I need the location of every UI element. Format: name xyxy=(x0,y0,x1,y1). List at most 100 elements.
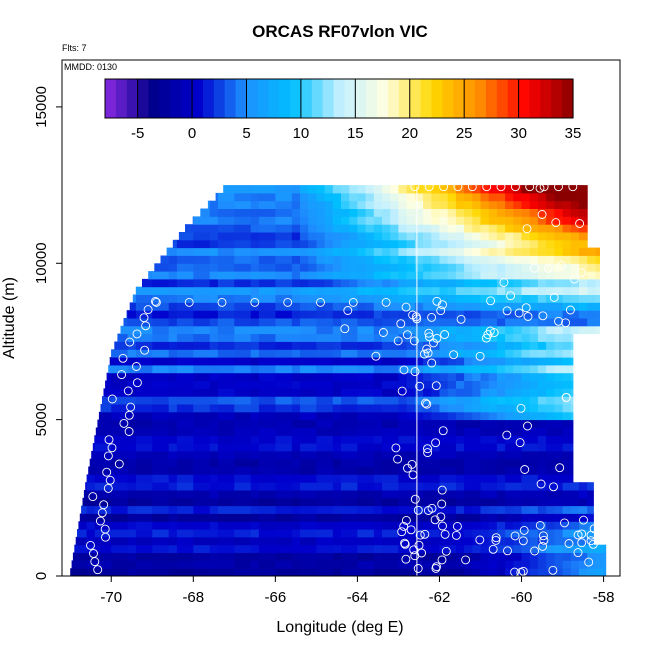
heatmap-cell xyxy=(382,427,391,436)
heatmap-cell xyxy=(209,560,219,569)
heatmap-cell xyxy=(291,482,301,491)
observation-marker xyxy=(467,182,477,192)
heatmap-cell xyxy=(570,232,580,241)
observation-marker xyxy=(432,562,441,572)
heatmap-cell xyxy=(480,458,490,467)
heatmap-cell xyxy=(160,490,170,499)
heatmap-cell xyxy=(300,435,309,444)
heatmap-cell xyxy=(521,560,531,569)
heatmap-cell xyxy=(324,505,334,514)
heatmap-cell xyxy=(496,239,506,249)
heatmap-cell xyxy=(455,505,465,514)
heatmap-cell xyxy=(537,404,547,413)
heatmap-cell xyxy=(308,271,317,280)
heatmap-cell xyxy=(217,435,227,444)
heatmap-cell xyxy=(546,482,555,491)
heatmap-cell xyxy=(242,419,252,428)
heatmap-cell xyxy=(316,474,326,483)
heatmap-cell xyxy=(349,427,358,436)
heatmap-cell xyxy=(332,286,342,295)
heatmap-cell xyxy=(234,490,243,499)
heatmap-cell xyxy=(144,505,153,514)
heatmap-cell xyxy=(226,568,235,576)
heatmap-cell xyxy=(587,325,596,335)
heatmap-cell xyxy=(373,482,383,491)
heatmap-cell xyxy=(332,302,342,311)
heatmap-cell xyxy=(193,380,202,389)
observation-marker xyxy=(510,531,520,541)
heatmap-cell xyxy=(423,239,432,249)
heatmap-cell xyxy=(242,271,252,280)
heatmap-cell xyxy=(201,396,211,405)
heatmap-cell xyxy=(365,521,375,530)
heatmap-cell xyxy=(406,560,416,569)
heatmap-cell xyxy=(242,388,252,397)
heatmap-cell xyxy=(226,466,235,475)
heatmap-cell xyxy=(357,490,367,499)
heatmap-cell xyxy=(160,482,170,491)
heatmap-cell xyxy=(332,357,342,366)
heatmap-cell xyxy=(283,216,293,225)
heatmap-cell xyxy=(226,239,235,249)
heatmap-cell xyxy=(554,302,564,311)
observation-marker xyxy=(371,351,381,361)
heatmap-cell xyxy=(529,278,539,288)
heatmap-cell xyxy=(398,458,408,467)
heatmap-cell xyxy=(587,521,594,530)
observation-marker xyxy=(549,482,558,492)
heatmap-cell xyxy=(250,419,260,428)
heatmap-cell xyxy=(373,560,383,569)
heatmap-cell xyxy=(341,497,350,507)
heatmap-cell xyxy=(562,364,572,374)
heatmap-cell xyxy=(308,404,317,413)
heatmap-cell xyxy=(455,255,465,264)
heatmap-cell xyxy=(423,286,432,295)
heatmap-cell xyxy=(217,497,227,507)
heatmap-cell xyxy=(546,349,555,358)
heatmap-cell xyxy=(308,482,317,491)
heatmap-cell xyxy=(496,529,506,538)
heatmap-cell xyxy=(283,411,293,421)
heatmap-cell xyxy=(267,294,276,303)
heatmap-cell xyxy=(496,185,506,194)
heatmap-cell xyxy=(546,505,555,514)
heatmap-cell xyxy=(529,263,539,272)
heatmap-cell xyxy=(176,255,186,264)
heatmap-cell xyxy=(94,435,104,444)
heatmap-cell xyxy=(423,568,432,576)
heatmap-cell xyxy=(341,286,350,295)
heatmap-cell xyxy=(193,505,202,514)
heatmap-cell xyxy=(447,349,457,358)
heatmap-cell xyxy=(283,396,293,405)
heatmap-cell xyxy=(357,529,367,538)
heatmap-cell xyxy=(447,200,457,209)
heatmap-cell xyxy=(398,294,408,303)
heatmap-cell xyxy=(201,294,211,303)
heatmap-cell xyxy=(152,286,161,295)
heatmap-cell xyxy=(283,208,293,217)
heatmap-cell xyxy=(357,310,367,319)
heatmap-cell xyxy=(579,497,588,507)
heatmap-cell xyxy=(185,466,194,475)
heatmap-cell xyxy=(324,490,334,499)
observation-marker xyxy=(554,182,563,192)
heatmap-cell xyxy=(455,318,465,327)
heatmap-cell xyxy=(193,278,202,288)
heatmap-cell xyxy=(414,513,424,522)
heatmap-cell xyxy=(488,325,498,335)
heatmap-cell xyxy=(242,216,252,225)
heatmap-cell xyxy=(250,497,260,507)
heatmap-cell xyxy=(546,192,555,202)
heatmap-cell xyxy=(201,349,211,358)
heatmap-cell xyxy=(316,388,326,397)
heatmap-cell xyxy=(496,560,506,569)
heatmap-cell xyxy=(185,544,194,553)
observation-marker xyxy=(118,353,128,363)
heatmap-cell xyxy=(562,302,572,311)
heatmap-cell xyxy=(94,513,104,522)
heatmap-cell xyxy=(209,466,219,475)
heatmap-cell xyxy=(554,529,564,538)
heatmap-cell xyxy=(464,239,473,249)
heatmap-cell xyxy=(373,318,383,327)
heatmap-cell xyxy=(570,482,580,491)
